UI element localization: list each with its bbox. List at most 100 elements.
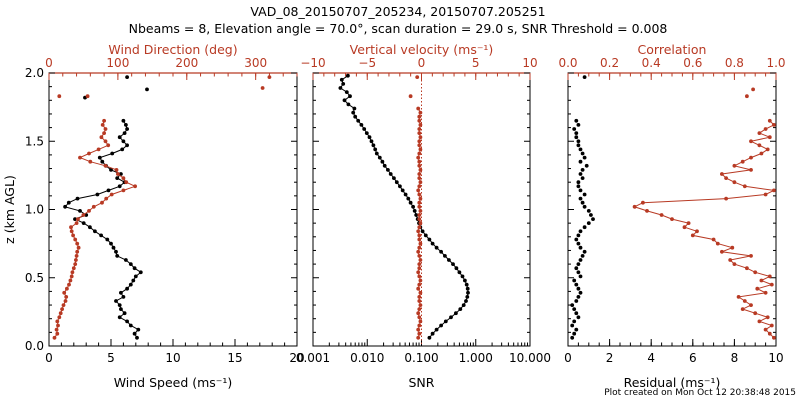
- vertical-velocity-axis-tick-label: −5: [358, 56, 376, 70]
- data-point-wind-direction: [114, 168, 119, 172]
- data-point-snr: [449, 315, 453, 320]
- data-point-correlation: [645, 209, 649, 213]
- data-point-vertical-velocity: [416, 286, 421, 291]
- data-point-snr: [377, 155, 382, 160]
- data-point-vertical-velocity: [418, 147, 423, 152]
- data-point-vertical-velocity: [418, 123, 423, 127]
- data-point-snr: [464, 299, 468, 303]
- data-point-residual: [574, 311, 579, 316]
- data-point-wind-direction: [104, 196, 109, 201]
- data-point-snr: [411, 204, 415, 209]
- data-point-wind-speed: [133, 274, 138, 279]
- data-point-snr: [339, 77, 344, 82]
- data-point-snr: [463, 278, 467, 283]
- data-point-vertical-velocity: [417, 245, 422, 250]
- wind-panel-frame: [48, 72, 298, 347]
- data-point-wind-direction: [76, 245, 81, 250]
- data-point-correlation: [736, 295, 741, 299]
- data-point-wind-direction: [69, 274, 74, 279]
- data-point-vertical-velocity: [417, 204, 422, 209]
- data-point-snr: [460, 274, 465, 279]
- data-point-correlation: [749, 254, 753, 258]
- data-point-vertical-velocity: [418, 135, 423, 140]
- outlier-point: [260, 86, 265, 90]
- data-point-correlation: [720, 249, 724, 254]
- data-point-correlation: [742, 184, 747, 189]
- data-point-correlation: [769, 323, 774, 328]
- data-point-snr: [439, 323, 443, 328]
- data-point-vertical-velocity: [417, 299, 422, 303]
- data-point-wind-speed: [117, 315, 122, 320]
- data-point-snr: [464, 282, 469, 287]
- data-point-wind-speed: [125, 319, 129, 324]
- data-point-wind-direction: [103, 163, 108, 168]
- data-point-vertical-velocity: [417, 295, 422, 299]
- data-point-vertical-velocity: [416, 335, 421, 340]
- data-point-snr: [430, 331, 435, 336]
- data-point-snr: [388, 172, 393, 176]
- data-point-residual: [580, 168, 585, 172]
- data-point-vertical-velocity: [417, 114, 422, 119]
- data-point-wind-direction: [76, 217, 80, 222]
- data-point-vertical-velocity: [417, 307, 422, 311]
- data-point-snr: [398, 184, 402, 189]
- data-point-snr: [341, 82, 346, 86]
- data-point-vertical-velocity: [418, 258, 423, 262]
- data-point-correlation: [772, 188, 776, 193]
- data-point-residual: [570, 323, 575, 328]
- correlation-axis-tick-label: 0.0: [558, 56, 577, 70]
- data-point-snr: [352, 106, 357, 111]
- data-point-wind-direction: [70, 270, 75, 275]
- data-point-wind-speed: [115, 254, 120, 258]
- data-point-residual: [574, 266, 579, 271]
- data-point-residual: [582, 155, 587, 160]
- data-point-wind-speed: [128, 282, 133, 287]
- data-point-correlation: [749, 155, 753, 160]
- data-point-wind-speed: [95, 192, 100, 197]
- data-point-residual: [582, 192, 587, 197]
- data-point-vertical-velocity: [418, 303, 423, 307]
- data-point-wind-direction: [81, 213, 86, 217]
- outlier-point: [125, 75, 129, 79]
- data-point-correlation: [765, 147, 770, 152]
- data-point-residual: [589, 213, 593, 217]
- data-point-wind-speed: [131, 278, 136, 283]
- data-point-vertical-velocity: [418, 319, 423, 324]
- data-point-wind-direction: [133, 184, 138, 189]
- data-point-wind-speed: [135, 335, 139, 340]
- data-point-snr: [414, 213, 419, 217]
- data-point-residual: [584, 163, 589, 168]
- data-point-wind-speed: [120, 147, 125, 152]
- data-point-correlation: [745, 266, 749, 271]
- data-point-correlation: [763, 127, 768, 131]
- data-point-wind-direction: [99, 135, 104, 140]
- data-point-vertical-velocity: [417, 217, 422, 222]
- data-point-wind-speed: [117, 184, 122, 189]
- data-point-residual: [574, 327, 579, 332]
- data-point-vertical-velocity: [416, 106, 421, 111]
- data-point-wind-direction: [54, 327, 59, 332]
- data-point-wind-direction: [103, 127, 108, 131]
- data-point-residual: [572, 127, 577, 131]
- data-point-vertical-velocity: [418, 278, 423, 283]
- data-point-snr: [362, 127, 367, 131]
- series-line-wind-speed: [64, 120, 142, 339]
- data-point-residual: [570, 335, 575, 340]
- data-point-wind-direction: [69, 225, 73, 230]
- data-point-vertical-velocity: [417, 274, 422, 279]
- data-point-wind-speed: [105, 237, 110, 242]
- data-point-snr: [356, 118, 361, 123]
- vertical-velocity-axis-tick-label: 10: [522, 56, 537, 70]
- data-point-vertical-velocity: [417, 163, 422, 168]
- data-point-residual: [578, 290, 583, 295]
- data-point-wind-speed: [124, 258, 128, 262]
- data-point-wind-direction: [116, 172, 120, 176]
- y-tick-label: 1.5: [25, 134, 44, 148]
- correlation-axis-tick-label: 0.4: [642, 56, 661, 70]
- data-point-wind-speed: [132, 331, 137, 336]
- data-point-snr: [451, 262, 455, 266]
- data-point-wind-speed: [128, 323, 133, 328]
- data-point-vertical-velocity: [417, 118, 422, 123]
- correlation-panel-frame: [567, 72, 777, 347]
